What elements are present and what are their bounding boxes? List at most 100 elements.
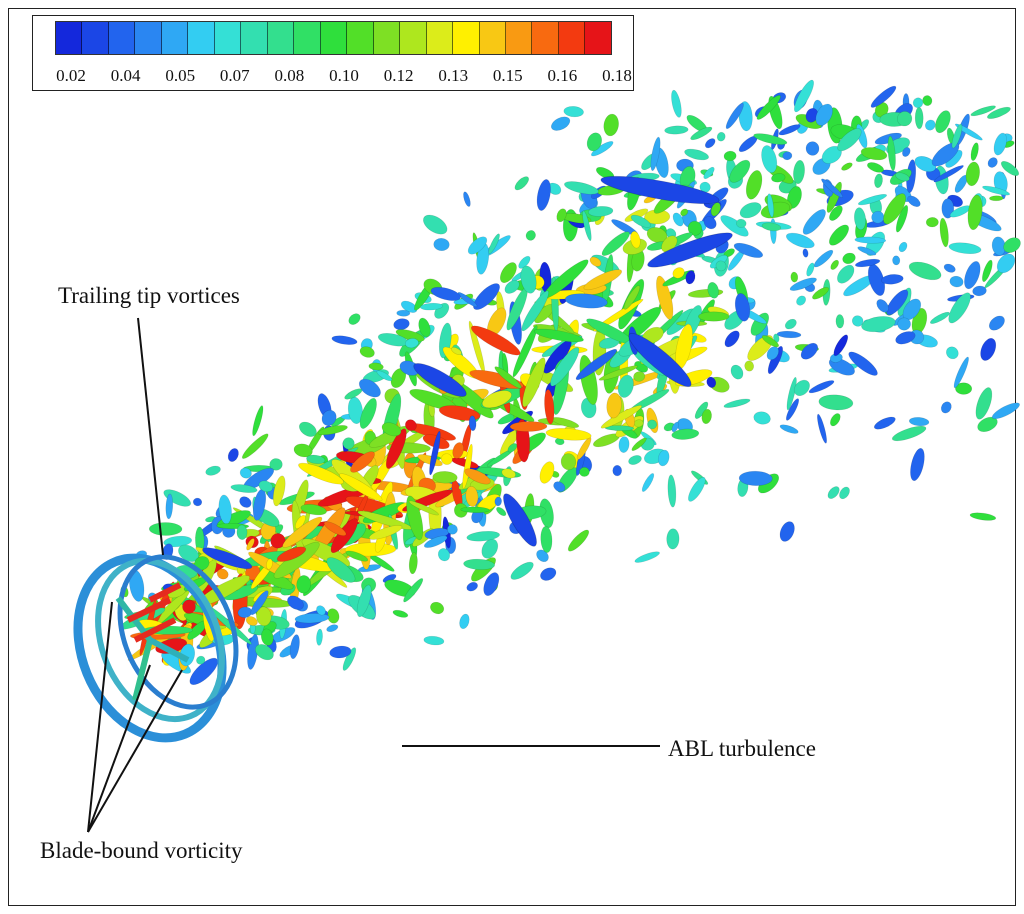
vortex-structure [854,236,887,244]
vortex-structure [1003,237,1021,253]
colorbar-segment [267,22,295,54]
colorbar-tick-label: 0.13 [438,66,469,85]
colorbar-segment [108,22,136,54]
vortex-structure [468,415,477,432]
vortex-structure [778,124,801,136]
vortex-structure [429,430,441,476]
vortex-structure [881,274,904,285]
vortex-structure [750,312,770,336]
colorbar-legend: 0.02 0.04 0.05 0.07 0.08 0.10 0.12 0.13 0.15 0.16… [32,15,634,91]
vortex-structure [459,613,470,630]
vortex-structure [861,316,896,333]
vortex-structure [964,261,981,290]
vortex-structure [761,222,782,232]
vortex-structure [236,524,248,540]
vortex-structure [408,500,439,516]
vortex-structure [326,624,339,633]
vortex-structure [980,337,997,361]
vortex-structure [293,443,313,458]
coherent-vortex-structure [600,175,720,205]
vortex-structure [260,628,274,646]
colorbar-tick-label: 0.08 [274,66,305,85]
vortex-structure [265,558,273,570]
vortex-structure [326,557,356,583]
vortex-structure [195,526,205,554]
vortex-structure [939,217,949,248]
vortex-structure [465,486,479,507]
vortex-structure [163,535,193,548]
vortex-structure [430,601,445,615]
vortex-structure [450,346,462,356]
vortex-structure [761,335,780,348]
vortex-structure [393,318,410,331]
vortex-structure [342,437,355,450]
tip-vortex-ring-rear [117,554,239,710]
vortex-structure [408,552,418,575]
vortex-structure [664,125,689,135]
vortex-structure [680,208,689,217]
vortex-structure [501,468,516,479]
vortex-structure [895,172,910,182]
colorbar-tick-labels: 0.02 0.04 0.05 0.07 0.08 0.10 0.12 0.13 0.15 0.16… [33,66,635,86]
vortex-structure [405,419,417,432]
colorbar-segment [373,22,401,54]
vortex-structure [514,176,529,191]
vortex-structure [933,165,964,183]
annotation-layer: Trailing tip vortices ABL turbulence Bla… [40,283,816,863]
vortex-structure [876,299,889,313]
vortex-structure [848,351,878,376]
vortex-structure [359,397,377,429]
vortex-structure [510,561,534,580]
vortex-structure [922,95,933,106]
vortex-structure [586,132,602,152]
vortex-structure [299,421,317,437]
vortex-structure [949,275,964,288]
vortex-structure [205,465,221,476]
root-vortex-red [126,582,182,643]
vortex-structure [256,606,272,627]
vortex-structure [230,484,258,493]
vortex-structure [545,428,592,441]
vortex-structure [987,157,998,168]
colorbar-segment [453,22,480,54]
vortex-structure [617,374,634,398]
vortex-structure [786,376,797,411]
vortex-structure [464,468,491,485]
vortex-structure [189,657,219,686]
coherent-vortex-structure [628,332,692,388]
vortex-structure [329,645,352,659]
vortex-structure [935,110,951,134]
vortex-structure [533,328,584,343]
blade-bound-vorticity-leader-1 [87,601,113,833]
vortex-structure [724,330,740,348]
vortex-structure [707,282,719,299]
vortex-structure [575,348,618,381]
vortex-structure [821,178,844,198]
vortex-structure [634,551,660,563]
vortex-structure [550,116,571,131]
vortex-structure [779,424,799,434]
vortex-structure [895,204,909,233]
vortex-structure [539,461,555,484]
vortex-structure [525,230,536,241]
vortex-structure [381,422,402,437]
vortex-structure [438,405,481,421]
vortex-structure [466,530,500,542]
vortex-structure [345,550,369,562]
vortex-structure [771,173,786,183]
vortex-structure [672,267,685,279]
vortex-structure [975,387,993,420]
vortex-structure [779,521,795,542]
vortex-structure [948,292,971,324]
coherent-vortex-structure [647,232,733,268]
vortex-structure [601,231,630,256]
colorbar-tick-label: 0.04 [110,66,141,85]
vortex-structure [344,388,363,400]
vortex-structure [684,148,709,161]
vortex-structure [987,106,1011,119]
vortex-structure [756,94,781,120]
vortex-structure [521,290,549,332]
vortex-structure [406,495,424,541]
vortex-structure [239,467,252,479]
